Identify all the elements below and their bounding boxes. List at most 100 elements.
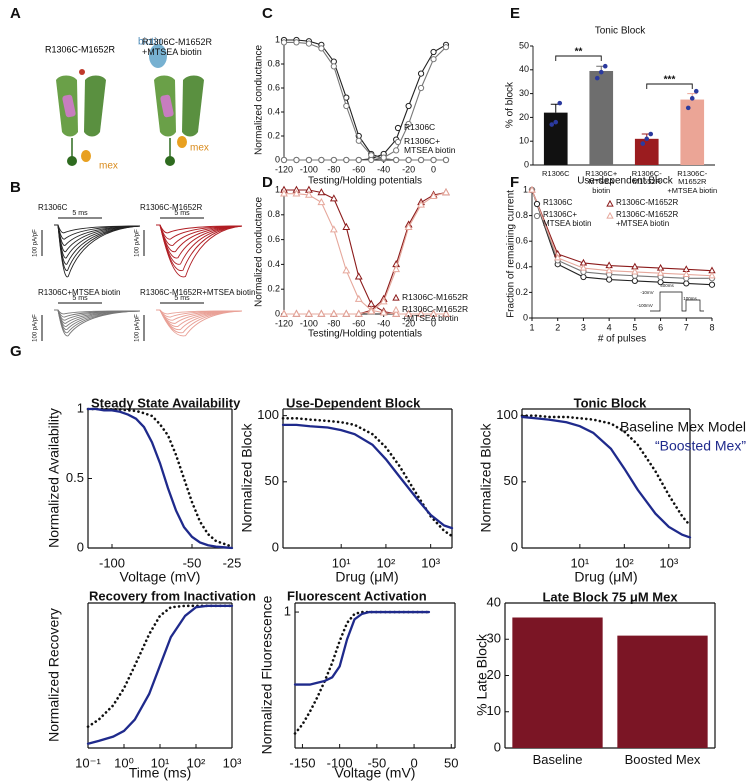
marker [605,266,613,274]
y-tick-label: 50 [265,473,279,488]
line [520,415,692,539]
significance-label: *** [664,75,676,86]
y-axis-label: Normalized conductance [254,197,265,307]
y-tick-label: 10 [519,136,529,146]
current-trace [54,309,141,337]
chart-title: Steady State Availability [91,395,241,410]
y-tick-label: 1 [523,184,528,194]
x-tick-label: -80 [327,318,340,328]
x-tick-label: 10¹ [151,755,170,770]
x-tick-label: R1306C-M1652R +MTSEA biotin [667,169,718,195]
data-point [685,105,691,111]
significance-bracket [555,55,602,61]
biotin-label: biotin [138,37,162,48]
mex-label: mex [99,161,118,172]
segment [62,94,76,118]
x-tick-label: R1306C+ MTSEA biotin [585,169,618,195]
marker [631,277,638,284]
marker [329,225,338,233]
panel-letter: E [510,5,520,22]
marker [404,222,413,230]
x-axis-label: Testing/Holding potentials [308,176,422,187]
x-tick-label: 10³ [223,755,242,770]
y-tick-label: 100 [257,407,279,422]
y-tick-label: 0.6 [267,234,280,244]
bar [617,635,708,748]
scale-label: 100 pA/pF [33,229,39,257]
marker [579,263,588,271]
marker [318,156,325,164]
marker [429,309,438,317]
trace-title: R1306C-M1652R [140,203,202,212]
y-tick-label: 0 [77,539,84,554]
mex-drop [177,136,187,148]
y-axis-label: Normalized Block [478,423,494,533]
y-axis-label: % Late Block [474,633,490,716]
marker [367,307,376,315]
legend-label: R1306C-M1652R +MTSEA biotin [402,303,469,324]
scale-label: 100 pA/pF [135,314,141,342]
x-tick-label: 7 [684,322,689,332]
x-tick-label: 10⁰ [114,755,134,770]
marker [417,200,426,208]
x-tick-label: -120 [275,318,293,328]
toxin-dot [79,69,85,75]
marker [292,189,301,197]
chart-title: Recovery from Inactivation [89,588,256,603]
x-tick-label: -120 [275,164,293,174]
marker [330,156,337,164]
x-axis-label: Voltage (mV) [120,569,201,585]
data-point [640,141,646,146]
line [531,189,713,272]
panel-letter: D [262,174,273,191]
x-axis-label: Testing/Holding potentials [308,329,422,340]
marker [580,273,587,281]
mex-label: mex [190,143,209,154]
y-tick-label: 0.8 [515,210,528,220]
chart-title: Use-Dependent Block [286,395,421,410]
legend-label: R1306C-M1652R +MTSEA biotin [616,210,679,228]
x-tick-label: 5 [632,322,637,332]
bar [589,70,614,165]
channel-half [84,75,106,137]
inset-label: 100ms [683,296,697,301]
bar [634,138,659,165]
x-tick-label: -100 [300,164,318,174]
line [531,189,713,286]
line [86,604,234,745]
line [86,407,234,548]
trace-title: R1306C [38,203,68,212]
marker [394,138,402,146]
x-tick-label: -25 [223,555,242,570]
scale-label: 100 pA/pF [135,229,141,257]
y-tick-label: 100 [496,407,518,422]
marker [404,309,413,317]
legend-label: R1306C-M1652R [616,198,679,208]
legend-label: R1306C-M1652R [402,291,469,302]
y-tick-label: 0.5 [66,470,84,485]
marker [367,299,376,307]
marker [280,309,288,317]
scale-label: 100 pA/pF [33,314,39,342]
x-tick-label: 10³ [659,555,678,570]
x-tick-label: -40 [377,164,390,174]
x-tick-label: 0 [431,164,436,174]
current-trace [54,224,141,278]
x-tick-label: -80 [327,164,340,174]
marker [280,189,288,197]
marker [533,212,541,220]
legend-label: R1306C+ MTSEA biotin [404,135,456,156]
legend-label: R1306C [543,198,573,208]
marker [417,70,425,77]
marker [317,309,326,317]
chart-title: Late Block 75 μM Mex [542,589,678,604]
y-tick-label: 1 [275,184,280,194]
x-tick-label: -20 [402,164,415,174]
marker [430,48,437,56]
x-axis-label: Time (ms) [129,765,191,781]
x-tick-label: R1306C- M1652R [631,169,662,187]
construct-label: R1306C-M1652R +MTSEA biotin [142,37,213,57]
biotin-blob [149,44,167,68]
legend-label: R1306C [404,121,436,132]
